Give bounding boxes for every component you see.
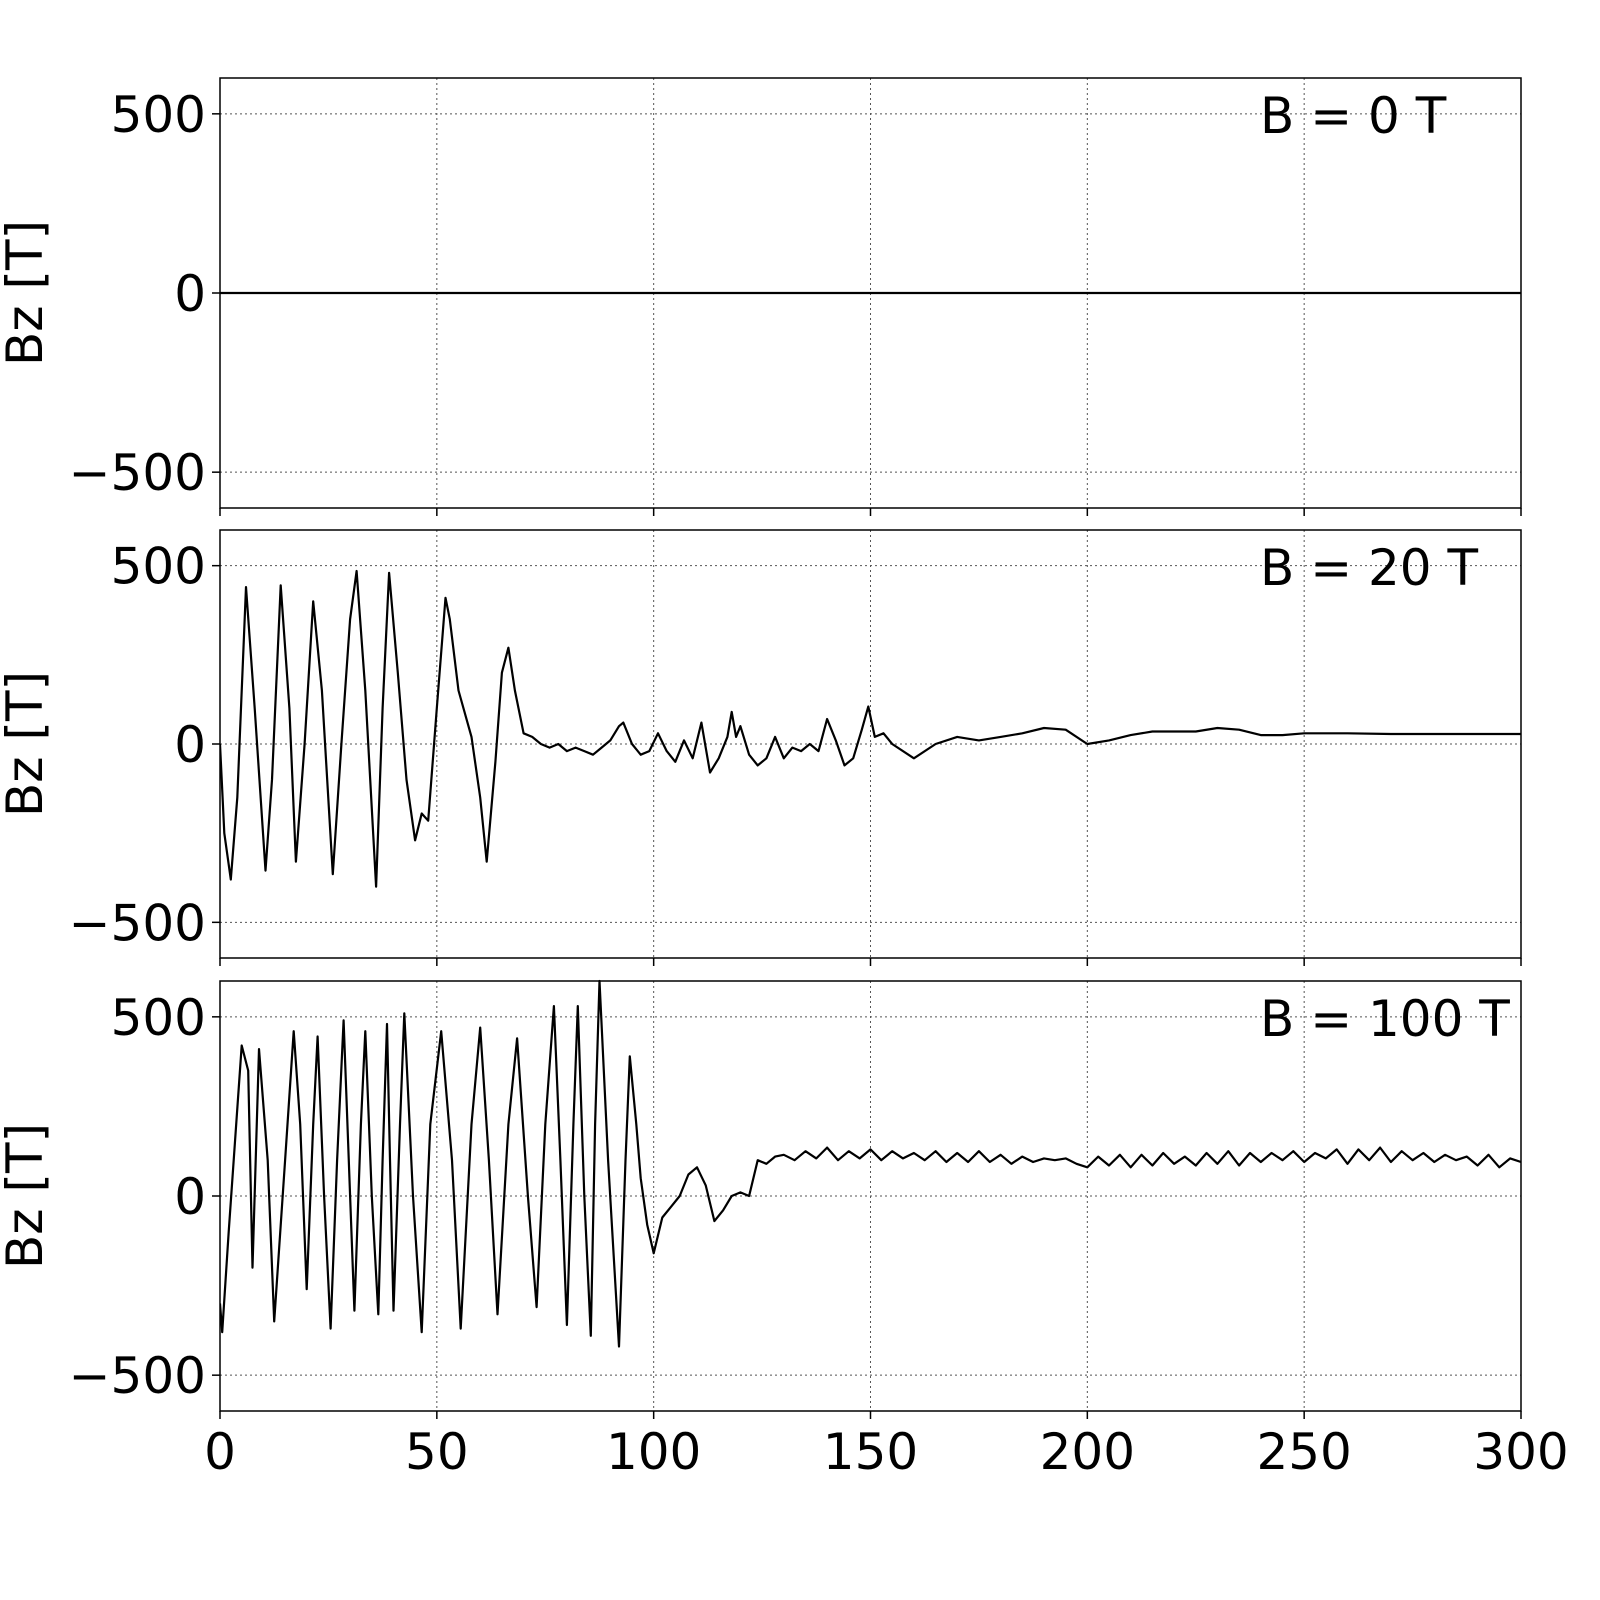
plot-area	[220, 569, 1521, 888]
x-tick-label: 300	[1473, 1423, 1568, 1481]
y-axis-label: Bz [T]	[0, 671, 54, 817]
y-tick-label: 0	[174, 716, 206, 774]
axes-frame	[219, 529, 1522, 959]
annotation: B = 0 T	[1260, 87, 1447, 145]
y-tick-label: 0	[174, 265, 206, 323]
data-line	[220, 979, 1521, 1348]
data-line	[220, 569, 1521, 888]
annotation: B = 20 T	[1260, 539, 1479, 597]
annotation: B = 100 T	[1260, 990, 1510, 1048]
x-tick-label: 200	[1040, 1423, 1135, 1481]
x-tick-label: 250	[1256, 1423, 1351, 1481]
axes-frame	[219, 77, 1522, 509]
y-tick-label: −500	[69, 894, 206, 952]
x-tick-label: 150	[823, 1423, 918, 1481]
y-axis-label: Bz [T]	[0, 1123, 54, 1269]
y-axis-label: Bz [T]	[0, 220, 54, 366]
axes-frame	[219, 980, 1522, 1412]
y-tick-label: −500	[69, 444, 206, 502]
x-tick-label: 0	[204, 1423, 236, 1481]
y-tick-label: 500	[111, 538, 206, 596]
y-tick-label: −500	[69, 1347, 206, 1405]
x-tick-label: 100	[606, 1423, 701, 1481]
y-tick-label: 0	[174, 1168, 206, 1226]
plot-area	[220, 979, 1521, 1348]
y-tick-label: 500	[111, 989, 206, 1047]
y-tick-label: 500	[111, 86, 206, 144]
x-tick-label: 50	[405, 1423, 469, 1481]
